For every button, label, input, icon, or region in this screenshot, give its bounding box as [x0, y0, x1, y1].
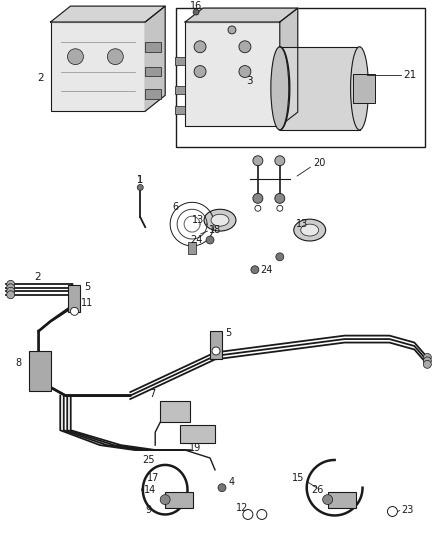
Circle shape: [424, 357, 431, 365]
Text: 16: 16: [190, 1, 202, 11]
Circle shape: [424, 360, 431, 368]
Bar: [175, 56, 185, 64]
Circle shape: [255, 205, 261, 211]
Circle shape: [218, 484, 226, 491]
Circle shape: [71, 308, 78, 316]
Polygon shape: [280, 8, 298, 126]
Text: 11: 11: [81, 298, 94, 309]
Text: 6: 6: [172, 203, 178, 212]
Text: 5: 5: [84, 281, 91, 292]
Text: 15: 15: [292, 473, 304, 483]
Text: 12: 12: [236, 503, 248, 513]
Bar: [145, 90, 161, 99]
Text: 7: 7: [149, 389, 155, 399]
Ellipse shape: [211, 214, 229, 226]
Bar: [50, 22, 145, 111]
Polygon shape: [145, 6, 165, 111]
Circle shape: [239, 41, 251, 53]
Circle shape: [194, 41, 206, 53]
Bar: [210, 331, 222, 359]
Circle shape: [239, 66, 251, 77]
Circle shape: [276, 253, 284, 261]
Circle shape: [193, 9, 199, 15]
Bar: [328, 491, 356, 507]
Text: 24: 24: [190, 235, 202, 245]
Circle shape: [7, 284, 14, 292]
Bar: [175, 86, 185, 94]
Bar: [353, 74, 374, 103]
Circle shape: [212, 347, 220, 355]
Text: 2: 2: [37, 74, 44, 84]
Bar: [145, 67, 161, 77]
Text: 23: 23: [401, 505, 413, 514]
Text: 1: 1: [137, 174, 143, 184]
Circle shape: [275, 193, 285, 203]
Text: 21: 21: [403, 70, 416, 80]
Text: 3: 3: [247, 76, 253, 86]
Ellipse shape: [301, 224, 319, 236]
Circle shape: [243, 510, 253, 520]
Text: 13: 13: [296, 219, 308, 229]
Bar: [176, 8, 425, 147]
Text: 13: 13: [192, 215, 204, 225]
Circle shape: [228, 26, 236, 34]
Circle shape: [257, 510, 267, 520]
Circle shape: [253, 193, 263, 203]
Circle shape: [7, 291, 14, 298]
Text: 14: 14: [144, 484, 156, 495]
Text: 17: 17: [147, 473, 159, 483]
Bar: [185, 22, 280, 126]
Ellipse shape: [204, 209, 236, 231]
Text: 9: 9: [145, 505, 151, 514]
Text: 25: 25: [142, 455, 155, 465]
Circle shape: [206, 236, 214, 244]
Bar: [280, 47, 360, 130]
Bar: [180, 425, 215, 443]
Circle shape: [277, 205, 283, 211]
Bar: [188, 242, 196, 254]
Ellipse shape: [294, 219, 326, 241]
Text: 4: 4: [229, 477, 235, 487]
Circle shape: [7, 287, 14, 295]
Circle shape: [107, 49, 124, 64]
Circle shape: [275, 156, 285, 166]
Text: 2: 2: [34, 272, 41, 281]
Text: 20: 20: [314, 158, 326, 168]
Circle shape: [7, 280, 14, 288]
Ellipse shape: [350, 47, 368, 130]
Text: 5: 5: [225, 328, 231, 338]
Polygon shape: [50, 6, 165, 22]
Circle shape: [160, 495, 170, 505]
Text: 1: 1: [137, 174, 143, 184]
Circle shape: [251, 266, 259, 273]
Bar: [145, 42, 161, 52]
Text: 26: 26: [311, 484, 324, 495]
Circle shape: [388, 506, 397, 516]
Bar: [160, 400, 190, 422]
Text: 8: 8: [16, 358, 22, 368]
Bar: [175, 106, 185, 114]
Text: 24: 24: [261, 265, 273, 274]
Circle shape: [424, 353, 431, 361]
Circle shape: [323, 495, 332, 505]
Circle shape: [194, 66, 206, 77]
Text: 19: 19: [189, 443, 201, 453]
Circle shape: [67, 49, 83, 64]
Bar: [28, 351, 50, 391]
Ellipse shape: [271, 47, 289, 130]
Bar: [165, 491, 193, 507]
Bar: [68, 285, 81, 312]
Circle shape: [253, 156, 263, 166]
Text: 18: 18: [209, 225, 221, 235]
Polygon shape: [185, 8, 298, 22]
Circle shape: [137, 184, 143, 190]
